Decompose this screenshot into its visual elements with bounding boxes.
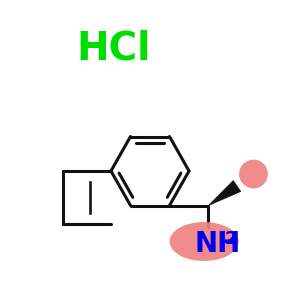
Polygon shape bbox=[208, 181, 241, 206]
Circle shape bbox=[239, 160, 268, 188]
Ellipse shape bbox=[169, 222, 238, 261]
Text: HCl: HCl bbox=[77, 29, 151, 67]
Text: NH: NH bbox=[194, 230, 241, 258]
Text: 2: 2 bbox=[224, 230, 237, 248]
